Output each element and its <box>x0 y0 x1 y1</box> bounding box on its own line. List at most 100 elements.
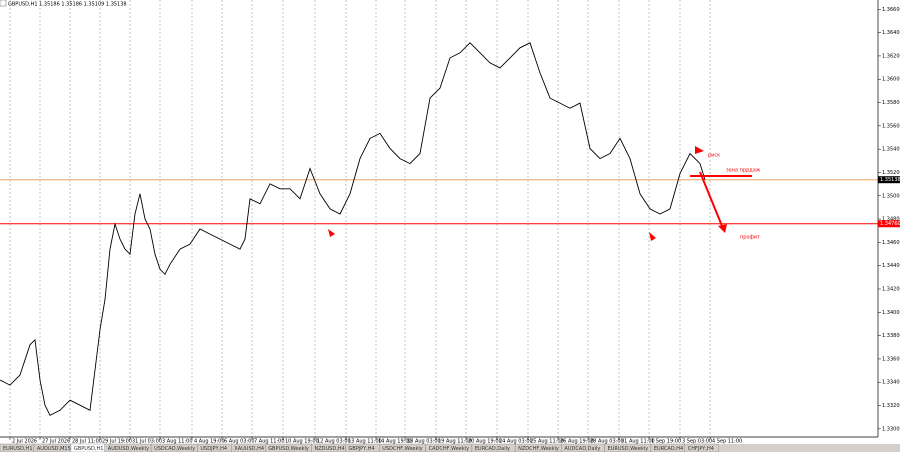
tab-label: USDJPY,H4 <box>200 446 227 452</box>
tab-label: AUDUSD,M15 <box>37 446 71 452</box>
y-tick-label: 1.36400 <box>882 30 900 36</box>
y-tick-label: 1.35400 <box>882 147 900 153</box>
tab[interactable]: NZDUSD,H4 <box>311 443 346 452</box>
tab-label: GBPUSD,Weekly <box>268 446 309 452</box>
price-label-box <box>878 176 900 184</box>
y-tick-label: 1.33800 <box>882 333 900 339</box>
y-tick-label: 1.33400 <box>882 380 900 386</box>
marker <box>695 146 704 154</box>
tab[interactable]: GBPUSD,H1 <box>70 443 106 452</box>
price-label: 1.35138 <box>880 177 900 183</box>
x-tick-label: 31 Aug 11:00 <box>621 439 655 445</box>
tab-label: GBPJPY,H4 <box>348 446 374 452</box>
tabs: EURUSD,H1 AUDUSD,M15 GBPUSD,H1 AUDUSD,Weekl… <box>0 443 719 452</box>
tab-box <box>684 443 719 452</box>
tab[interactable]: EURCAD,Daily <box>471 443 516 452</box>
tab-label: USDCHF,Weekly <box>382 446 422 452</box>
x-tick-label: 26 Aug 19:00 <box>560 439 594 445</box>
tab-label: AUDCAD,Daily <box>564 446 600 452</box>
x-tick-label: 6 Aug 03:00 <box>224 439 255 445</box>
x-tick-label: 4 Aug 19:00 <box>194 439 225 445</box>
x-tick-label: 28 Aug 03:00 <box>590 439 624 445</box>
annotation: профит <box>740 235 760 241</box>
y-tick-label: 1.33600 <box>882 356 900 362</box>
tab-label: EURCAD,Daily <box>475 446 510 452</box>
tab[interactable]: USDJPY,H4 <box>197 443 232 452</box>
tab-label: EURUSD,Weekly <box>608 446 649 452</box>
x-tick-label: 20 Aug 19:00 <box>468 439 502 445</box>
tab[interactable]: GBPUSD,Weekly <box>265 443 312 452</box>
marker <box>649 232 656 241</box>
price-label-box <box>878 220 900 228</box>
tab[interactable]: AUDCAD,Daily <box>561 443 605 452</box>
tab[interactable]: GBPJPY,H4 <box>345 443 380 452</box>
tab-label: GBPUSD,H1 <box>74 446 104 452</box>
x-tick-label: 3 Sep 03:00 <box>682 439 712 445</box>
y-tick-label: 1.34400 <box>882 263 900 269</box>
x-tick-label: 2 Jul 2026 <box>12 439 37 445</box>
annotation: риск <box>708 153 720 159</box>
y-tick-label: 1.34600 <box>882 240 900 246</box>
tab-label: XAUUSD,H4 <box>234 446 264 452</box>
tab-label: EURCAD,H4 <box>654 446 683 452</box>
x-tick-label: 4 Sep 11:00 <box>712 439 742 445</box>
y-tick-label: 1.35000 <box>882 193 900 199</box>
x-tick-label: 19 Aug 11:00 <box>438 439 472 445</box>
tab[interactable]: XAUUSD,H4 <box>231 443 266 452</box>
y-tick-label: 1.35200 <box>882 170 900 176</box>
arrow-head <box>718 224 727 233</box>
tab-label: EURUSD,H1 <box>3 446 33 452</box>
tab[interactable]: USDCHF,Weekly <box>379 443 426 452</box>
x-tick-label: 7 Aug 11:00 <box>254 439 285 445</box>
y-tick-label: 1.35600 <box>882 123 900 129</box>
tab-label: NZDCHF,Weekly <box>518 446 559 452</box>
tab-label: CADCHF,Weekly <box>429 446 470 452</box>
y-tick-label: 1.36600 <box>882 7 900 13</box>
x-tick-label: 3 Aug 11:00 <box>162 439 193 445</box>
x-tick-label: 29 Jul 19:00 <box>102 439 132 445</box>
x-tick-label: 28 Jul 11:00 <box>72 439 102 445</box>
x-tick-label: 1 Sep 19:00 <box>651 439 681 445</box>
y-tick-label: 1.34800 <box>882 217 900 223</box>
x-tick-label: 18 Aug 03:00 <box>407 439 441 445</box>
tab[interactable]: EURUSD,H1 <box>0 443 35 452</box>
tab-label: CHFJPY,H4 <box>688 446 714 452</box>
chart-icon <box>0 0 7 7</box>
tab[interactable]: NZDCHF,Weekly <box>514 443 562 452</box>
tab[interactable]: CHFJPY,H4 <box>684 443 719 452</box>
tab[interactable]: USDCAD,Weekly <box>150 443 198 452</box>
grid <box>0 0 878 437</box>
y-tick-label: 1.33200 <box>882 403 900 409</box>
y-tick-label: 1.33000 <box>882 426 900 432</box>
tab-label: USDCAD,Weekly <box>154 446 195 452</box>
plot <box>0 42 706 416</box>
x-tick-label: 14 Aug 19:00 <box>378 439 412 445</box>
tab[interactable]: AUDUSD,M15 <box>33 443 72 452</box>
x-tick-label: 10 Aug 19:00 <box>285 439 319 445</box>
x-tick-label: 24 Aug 03:00 <box>499 439 533 445</box>
y-tick-label: 1.35800 <box>882 100 900 106</box>
marker <box>328 229 335 237</box>
price-label: 1.34760 <box>880 221 900 227</box>
tab-label: NZDUSD,H4 <box>315 446 345 452</box>
x-tick-label: 12 Aug 03:00 <box>317 439 351 445</box>
drawing-objects <box>328 146 752 241</box>
x-tick-label: 25 Aug 11:00 <box>530 439 564 445</box>
annotation: зона пррдаж <box>726 168 761 174</box>
y-tick-label: 1.34000 <box>882 310 900 316</box>
chart-title: GBPUSD,H1 1.35186 1.35186 1.35109 1.3513… <box>8 2 127 8</box>
tab[interactable]: AUDUSD,Weekly <box>104 443 152 452</box>
x-tick-label: 27 Jul 2026 <box>42 439 70 445</box>
tab[interactable]: EURUSD,Weekly <box>604 443 652 452</box>
price-line-series <box>0 42 706 416</box>
tab[interactable]: CADCHF,Weekly <box>425 443 473 452</box>
y-tick-label: 1.34200 <box>882 287 900 293</box>
x-tick-label: 31 Jul 03:00 <box>132 439 162 445</box>
tab-label: AUDUSD,Weekly <box>108 446 149 452</box>
tab[interactable]: EURCAD,H4 <box>650 443 686 452</box>
arrow-line <box>699 171 723 227</box>
x-tick-label: 13 Aug 11:00 <box>348 439 382 445</box>
y-tick-label: 1.36200 <box>882 53 900 59</box>
